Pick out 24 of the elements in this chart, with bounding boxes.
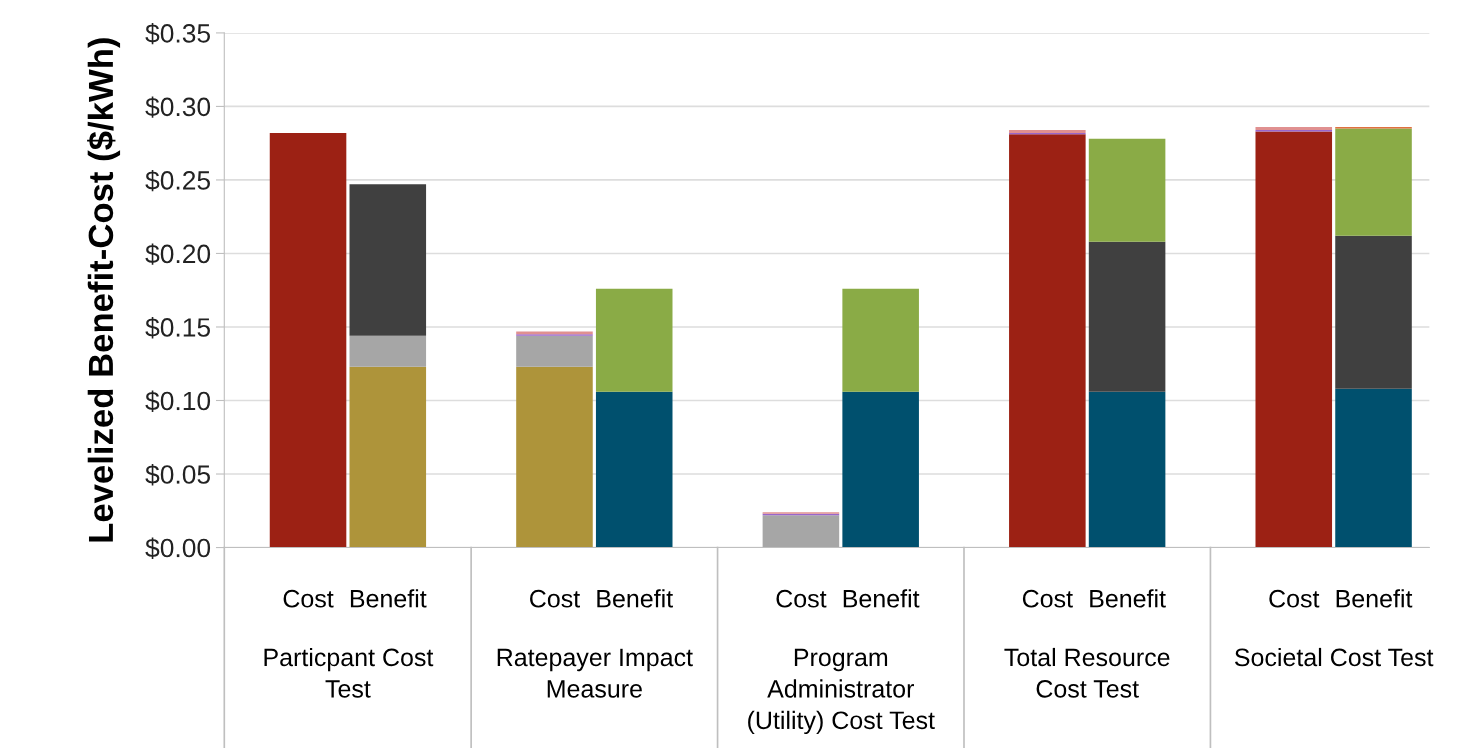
- text: Particpant Cost Test: [264, 647, 434, 698]
- text: Societal Cost Test: [1234, 647, 1434, 667]
- x-tick-label: Benefit: [1336, 589, 1413, 608]
- y-tick-label: $0.10: [145, 390, 211, 412]
- y-tick-label: $0.35: [145, 22, 210, 45]
- x-tick-label: Cost: [1022, 589, 1073, 608]
- x-tick-label: Cost: [776, 589, 827, 608]
- x-tick-label: Benefit: [1090, 589, 1166, 608]
- y-tick-label: $0.30: [145, 96, 211, 118]
- x-tick-label: Benefit: [843, 589, 920, 608]
- x-tick-label: Cost: [530, 589, 580, 608]
- y-axis-title: Levelized Benefit-Cost ($/kWh): [87, 38, 121, 542]
- y-tick-label: $0.20: [145, 243, 211, 265]
- x-tick-label: Benefit: [350, 589, 427, 608]
- text: Program Administrator (Utility) Cost Test: [748, 648, 935, 735]
- y-tick-label: $0.00: [145, 537, 211, 559]
- text: Ratepayer Impact Measure: [497, 648, 693, 698]
- x-tick-label: Benefit: [597, 589, 673, 608]
- y-tick-label: $0.15: [145, 317, 210, 339]
- y-tick-label: $0.25: [145, 169, 210, 192]
- x-tick-label: Cost: [1269, 589, 1320, 608]
- x-tick-label: Cost: [283, 589, 334, 608]
- text: Total Resource Cost Test: [1004, 647, 1170, 698]
- y-tick-label: $0.05: [145, 464, 210, 486]
